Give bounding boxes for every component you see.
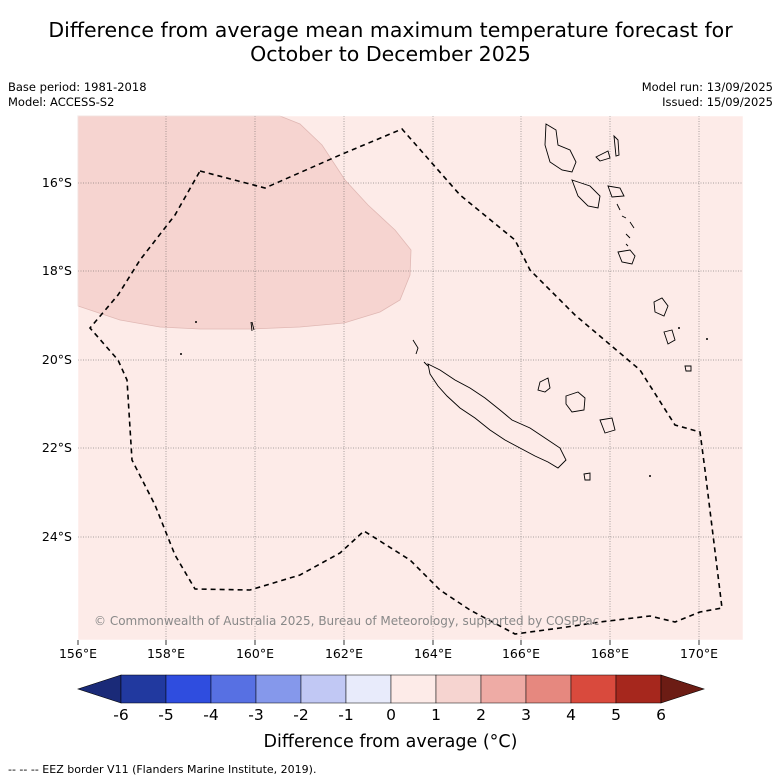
vanuatu-tanna — [663, 329, 676, 345]
colorbar-tick-label: 6 — [656, 706, 666, 724]
meta-right: Model run: 13/09/2025 Issued: 15/09/2025 — [642, 80, 773, 110]
base-period: Base period: 1981-2018 — [8, 80, 147, 94]
lat-label-16s: 16°S — [41, 175, 72, 190]
title-line-2: October to December 2025 — [250, 42, 531, 66]
lat-label-22s: 22°S — [41, 440, 72, 455]
isle-of-pines — [583, 472, 591, 481]
eez-border — [88, 128, 723, 635]
anomaly-region — [77, 115, 412, 330]
loyalty-island-1 — [537, 377, 551, 393]
colorbar-tick-label: -2 — [293, 706, 309, 724]
small-islet — [649, 475, 651, 477]
colorbar-segment — [615, 674, 662, 704]
colorbar-segment — [210, 674, 257, 704]
colorbar-tick-label: -5 — [158, 706, 174, 724]
map-frame — [77, 115, 744, 641]
model-name: Model: ACCESS-S2 — [8, 95, 115, 109]
lon-label-158e: 158°E — [146, 646, 185, 661]
small-islet — [706, 338, 708, 340]
lon-label-160e: 160°E — [235, 646, 274, 661]
small-islet — [678, 327, 680, 329]
colorbar-segment — [300, 674, 347, 704]
lon-label-170e: 170°E — [679, 646, 718, 661]
lon-label-164e: 164°E — [413, 646, 452, 661]
new-caledonia-island — [427, 363, 567, 469]
colorbar-tick-label: 5 — [611, 706, 621, 724]
colorbar-segment — [165, 674, 212, 704]
colorbar-segment — [390, 674, 437, 704]
colorbar — [77, 674, 705, 704]
issued-date: Issued: 15/09/2025 — [662, 95, 773, 109]
lon-label-168e: 168°E — [590, 646, 629, 661]
small-islet — [195, 321, 197, 323]
title-line-1: Difference from average mean maximum tem… — [48, 18, 733, 42]
vanuatu-erromango — [653, 297, 669, 317]
vanuatu-espiritu-santo — [544, 123, 577, 173]
vanuatu-aneityum — [684, 365, 692, 372]
lat-label-18s: 18°S — [41, 263, 72, 278]
colorbar-tick-label: -1 — [338, 706, 354, 724]
loyalty-island-3 — [599, 417, 616, 434]
colorbar-segment — [120, 674, 167, 704]
lat-label-20s: 20°S — [41, 352, 72, 367]
vanuatu-maewo — [613, 134, 620, 157]
colorbar-title: Difference from average (°C) — [263, 732, 518, 752]
colorbar-under-extension — [77, 674, 122, 704]
loyalty-island-2 — [565, 391, 586, 413]
colorbar-tick-label: 0 — [386, 706, 396, 724]
colorbar-segment — [345, 674, 392, 704]
small-islet — [180, 353, 182, 355]
vanuatu-malekula — [571, 179, 601, 209]
eez-legend-note: -- -- -- EEZ border V11 (Flanders Marine… — [8, 763, 317, 776]
colorbar-tick-label: 1 — [431, 706, 441, 724]
vanuatu-epi — [616, 203, 635, 229]
colorbar-over-extension — [660, 674, 705, 704]
vanuatu-pentecost — [607, 185, 625, 198]
colorbar-segment — [255, 674, 302, 704]
colorbar-tick-label: 2 — [476, 706, 486, 724]
vanuatu-shepherd — [625, 233, 631, 247]
axis-ticks — [77, 640, 700, 645]
colorbar-tick-label: 4 — [566, 706, 576, 724]
lon-label-156e: 156°E — [58, 646, 97, 661]
copyright-notice: © Commonwealth of Australia 2025, Bureau… — [94, 614, 600, 628]
colorbar-tick-label: -4 — [203, 706, 219, 724]
map-title: Difference from average mean maximum tem… — [0, 18, 781, 66]
colorbar-segment — [570, 674, 617, 704]
colorbar-tick-label: -3 — [248, 706, 264, 724]
colorbar-tick-label: 3 — [521, 706, 531, 724]
lon-label-166e: 166°E — [501, 646, 540, 661]
meta-left: Base period: 1981-2018 Model: ACCESS-S2 — [8, 80, 147, 110]
belep-islands — [412, 339, 429, 367]
vanuatu-efate — [617, 249, 636, 265]
model-run: Model run: 13/09/2025 — [641, 80, 773, 94]
lat-label-24s: 24°S — [41, 529, 72, 544]
colorbar-tick-label: -6 — [113, 706, 129, 724]
vanuatu-ambae — [595, 150, 611, 162]
gridlines — [78, 116, 743, 640]
chesterfield-islet — [250, 321, 255, 332]
lon-label-162e: 162°E — [324, 646, 363, 661]
colorbar-segment — [435, 674, 482, 704]
colorbar-segment — [480, 674, 527, 704]
colorbar-segment — [525, 674, 572, 704]
